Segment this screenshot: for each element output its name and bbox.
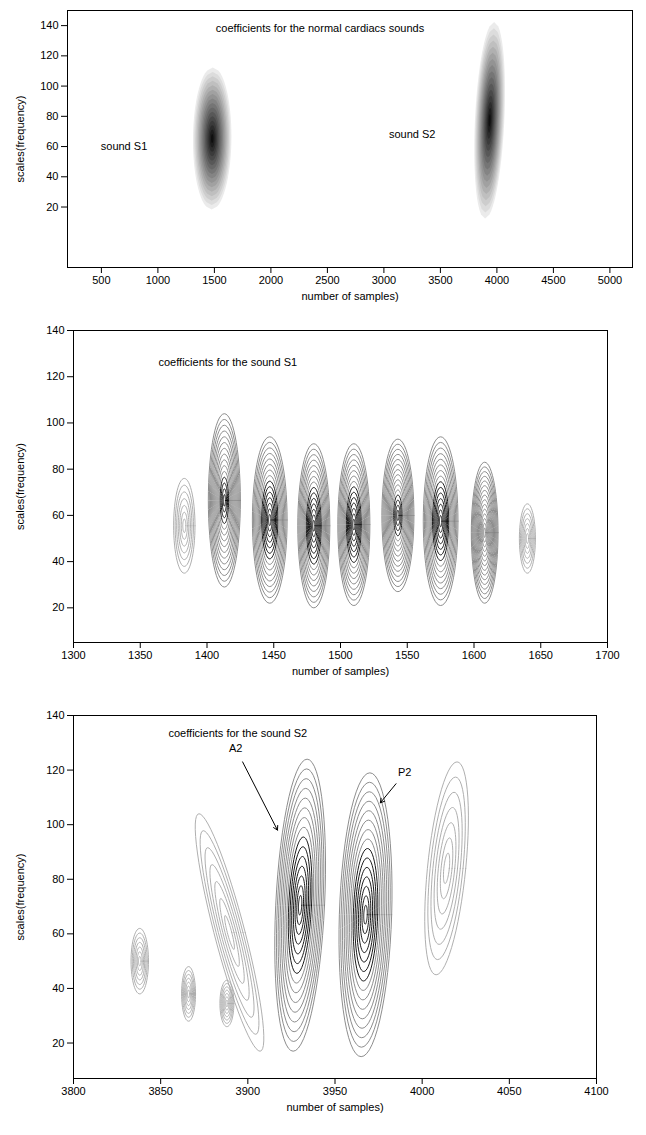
svg-text:3500: 3500 [428, 274, 452, 286]
svg-text:1000: 1000 [146, 274, 170, 286]
svg-text:1550: 1550 [395, 649, 419, 661]
svg-text:3850: 3850 [148, 1085, 172, 1097]
svg-text:1300: 1300 [61, 649, 85, 661]
svg-text:5000: 5000 [598, 274, 622, 286]
svg-text:40: 40 [52, 555, 64, 567]
svg-text:3000: 3000 [372, 274, 396, 286]
svg-text:1450: 1450 [262, 649, 286, 661]
svg-text:scales(frequency): scales(frequency) [14, 854, 26, 941]
svg-text:4000: 4000 [485, 274, 509, 286]
svg-text:scales(frequency): scales(frequency) [14, 443, 26, 530]
svg-text:120: 120 [46, 764, 64, 776]
svg-text:number of samples): number of samples) [301, 290, 398, 302]
svg-text:number of samples): number of samples) [292, 665, 389, 677]
svg-text:60: 60 [52, 927, 64, 939]
svg-text:4100: 4100 [584, 1085, 608, 1097]
svg-text:P2: P2 [398, 766, 411, 778]
svg-text:coefficients for the sound S2: coefficients for the sound S2 [169, 727, 308, 739]
svg-text:2500: 2500 [315, 274, 339, 286]
svg-text:40: 40 [46, 170, 58, 182]
svg-text:20: 20 [52, 1037, 64, 1049]
svg-text:1400: 1400 [195, 649, 219, 661]
svg-text:1500: 1500 [202, 274, 226, 286]
svg-text:120: 120 [40, 49, 58, 61]
svg-text:3800: 3800 [61, 1085, 85, 1097]
svg-text:sound S1: sound S1 [101, 140, 147, 152]
svg-text:80: 80 [52, 463, 64, 475]
svg-text:number of samples): number of samples) [286, 1101, 383, 1113]
svg-text:scales(frequency): scales(frequency) [14, 96, 26, 183]
svg-text:120: 120 [46, 370, 64, 382]
svg-text:coefficients for the normal ca: coefficients for the normal cardiacs sou… [216, 22, 425, 34]
svg-text:140: 140 [46, 324, 64, 336]
svg-text:4050: 4050 [497, 1085, 521, 1097]
svg-text:2000: 2000 [259, 274, 283, 286]
svg-text:A2: A2 [229, 742, 242, 754]
svg-text:140: 140 [40, 19, 58, 31]
svg-text:140: 140 [46, 709, 64, 721]
svg-text:40: 40 [52, 982, 64, 994]
svg-text:1500: 1500 [328, 649, 352, 661]
svg-text:20: 20 [52, 601, 64, 613]
svg-text:20: 20 [46, 201, 58, 213]
svg-text:100: 100 [46, 818, 64, 830]
svg-text:1600: 1600 [462, 649, 486, 661]
svg-text:500: 500 [92, 274, 110, 286]
svg-text:80: 80 [46, 110, 58, 122]
svg-text:60: 60 [52, 509, 64, 521]
svg-text:80: 80 [52, 873, 64, 885]
svg-text:1650: 1650 [529, 649, 553, 661]
svg-text:4500: 4500 [541, 274, 565, 286]
svg-text:sound S2: sound S2 [389, 128, 435, 140]
svg-text:coefficients for the sound S1: coefficients for the sound S1 [159, 356, 298, 368]
svg-text:1700: 1700 [595, 649, 619, 661]
svg-text:4000: 4000 [410, 1085, 434, 1097]
svg-text:60: 60 [46, 140, 58, 152]
svg-text:100: 100 [46, 416, 64, 428]
svg-text:3900: 3900 [236, 1085, 260, 1097]
svg-text:3950: 3950 [323, 1085, 347, 1097]
svg-text:100: 100 [40, 80, 58, 92]
svg-text:1350: 1350 [128, 649, 152, 661]
